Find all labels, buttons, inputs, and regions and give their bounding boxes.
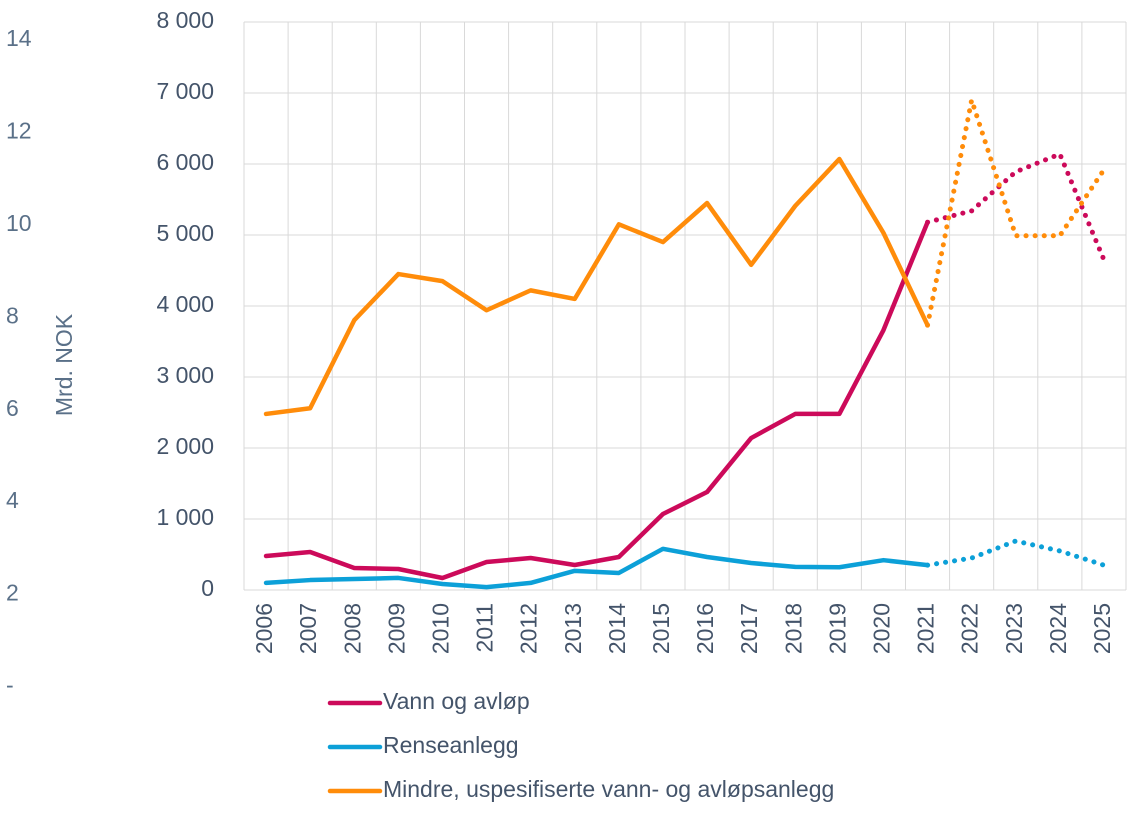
line bbox=[263, 219, 930, 581]
x-tick-label: 2008 bbox=[339, 603, 365, 654]
y-tick-label: 8 000 bbox=[156, 7, 214, 33]
line-dotted bbox=[925, 538, 1107, 568]
y2-tick-label: 10 bbox=[6, 210, 32, 236]
x-tick-label: 2020 bbox=[869, 603, 895, 654]
x-tick-label: 2012 bbox=[516, 603, 542, 654]
x-tick-label: 2019 bbox=[824, 603, 850, 654]
legend-label: Vann og avløp bbox=[383, 688, 530, 714]
y-tick-label: 3 000 bbox=[156, 362, 214, 388]
x-tick-label: 2006 bbox=[251, 603, 277, 654]
y2-tick-label: 8 bbox=[6, 302, 19, 328]
y2-tick-label: - bbox=[6, 672, 14, 698]
y-tick-label: 2 000 bbox=[156, 433, 214, 459]
x-tick-label: 2011 bbox=[472, 603, 498, 652]
x-tick-label: 2025 bbox=[1089, 603, 1115, 654]
line bbox=[263, 156, 930, 417]
x-tick-label: 2017 bbox=[736, 603, 762, 654]
y2-tick-label: 12 bbox=[6, 118, 32, 144]
x-tick-label: 2024 bbox=[1045, 603, 1071, 654]
y-tick-label: 7 000 bbox=[156, 78, 214, 104]
line-dotted bbox=[925, 151, 1107, 263]
x-tick-label: 2014 bbox=[604, 603, 630, 654]
line bbox=[263, 546, 930, 590]
y2-tick-label: 14 bbox=[6, 25, 32, 51]
y-tick-label: 0 bbox=[201, 575, 214, 601]
x-tick-label: 2022 bbox=[957, 603, 983, 654]
y-tick-label: 4 000 bbox=[156, 291, 214, 317]
y2-tick-label: 2 bbox=[6, 580, 19, 606]
legend-label: Mindre, uspesifiserte vann- og avløpsanl… bbox=[383, 776, 834, 802]
y-axis-label: Mrd. NOK bbox=[51, 313, 77, 416]
x-tick-label: 2009 bbox=[383, 603, 409, 654]
y-tick-label: 5 000 bbox=[156, 220, 214, 246]
x-tick-label: 2010 bbox=[428, 603, 454, 654]
legend-label: Renseanlegg bbox=[383, 732, 519, 758]
y2-tick-label: 4 bbox=[6, 487, 19, 513]
x-tick-label: 2007 bbox=[295, 603, 321, 654]
y-tick-label: 6 000 bbox=[156, 149, 214, 175]
y-tick-label: 1 000 bbox=[156, 504, 214, 530]
x-tick-label: 2016 bbox=[692, 603, 718, 654]
x-tick-label: 2021 bbox=[913, 603, 939, 654]
x-tick-label: 2013 bbox=[560, 603, 586, 654]
y2-tick-label: 6 bbox=[6, 395, 19, 421]
x-tick-label: 2023 bbox=[1001, 603, 1027, 654]
x-tick-label: 2018 bbox=[780, 603, 806, 654]
x-tick-label: 2015 bbox=[648, 603, 674, 654]
line-dotted bbox=[925, 97, 1107, 328]
